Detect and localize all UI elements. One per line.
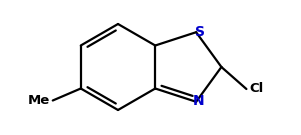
Text: Cl: Cl: [250, 82, 264, 95]
Text: N: N: [192, 94, 204, 108]
Text: S: S: [195, 25, 205, 39]
Text: Me: Me: [27, 94, 50, 107]
